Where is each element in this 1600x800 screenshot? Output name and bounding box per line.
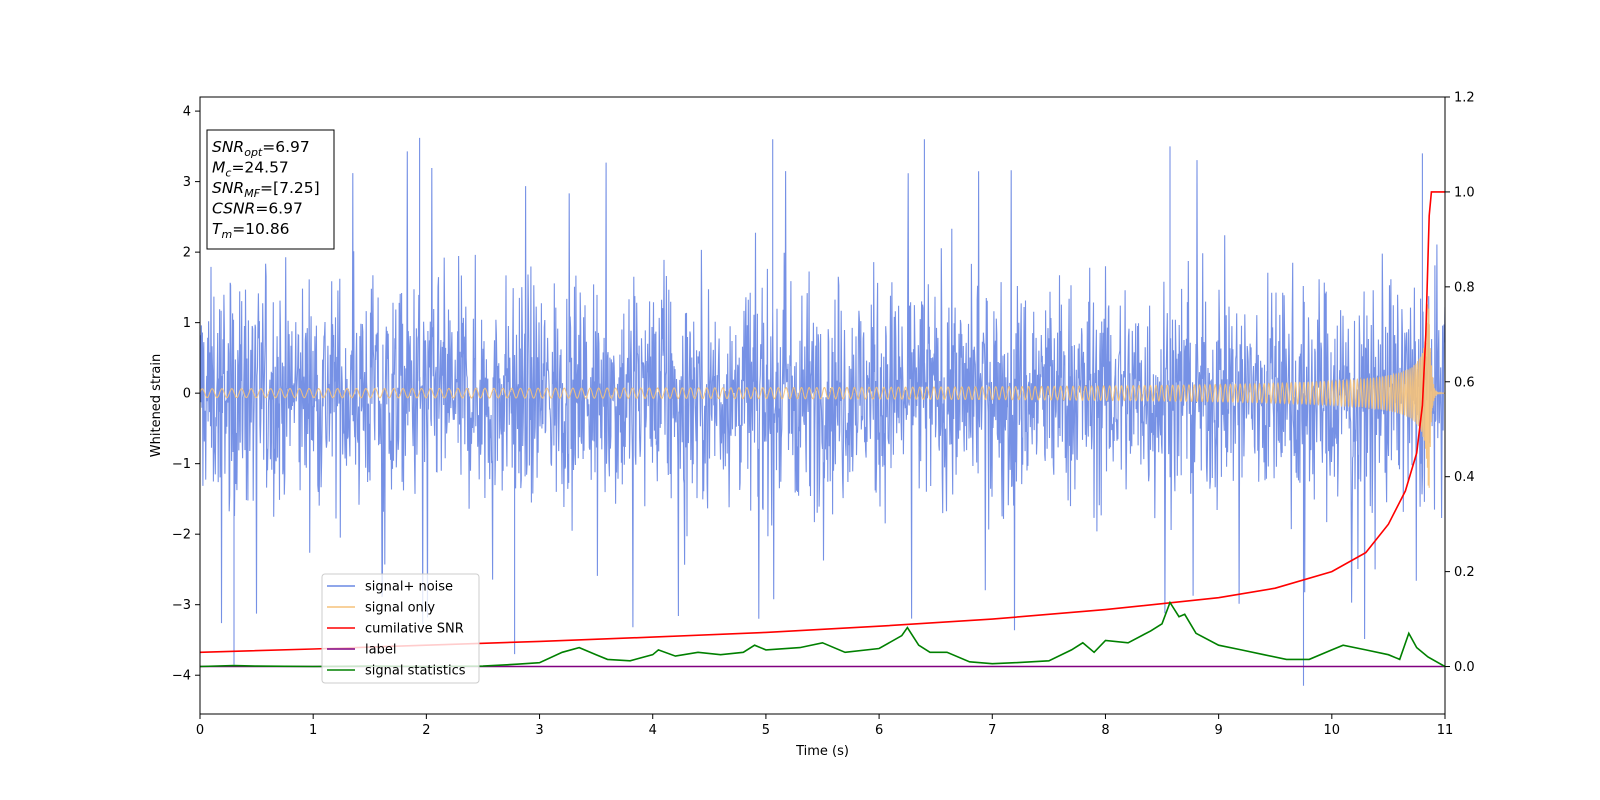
- y-right-tick-label: 0.4: [1454, 470, 1475, 485]
- x-tick-label: 5: [762, 723, 770, 738]
- legend: signal+ noise signal only cumilative SNR la…: [321, 573, 480, 684]
- y-left-tick-label: 4: [183, 105, 191, 120]
- y-left-tick-label: 0: [183, 387, 191, 402]
- y-right-tick-label: 0.0: [1454, 660, 1475, 675]
- legend-entry: cumilative SNR: [365, 622, 464, 637]
- axes: 0 1 2 3 4 5 6 7 8 9 10 11 −4 −3 −2 −1 0 1 2 3 4 0.0 0.2 0.4 0.6 0…: [172, 91, 1475, 739]
- y-right-tick-label: 1.2: [1454, 91, 1475, 106]
- y-left-tick-label: −4: [172, 669, 191, 684]
- x-tick-label: 10: [1324, 723, 1341, 738]
- series-signal-noise-line: [200, 137, 1445, 686]
- y-left-tick-label: 2: [183, 246, 191, 261]
- series-signal-statistics-line: [200, 600, 1445, 668]
- series-signal-only-line: [200, 304, 1445, 488]
- y-right-tick-label: 1.0: [1454, 185, 1475, 200]
- legend-entry: signal only: [365, 601, 435, 616]
- y-left-tick-label: 1: [183, 316, 191, 331]
- legend-frame: [321, 573, 480, 684]
- stats-box-frame: [206, 129, 335, 250]
- x-tick-label: 1: [309, 723, 317, 738]
- y-left-tick-label: −3: [172, 598, 191, 613]
- x-tick-label: 0: [196, 723, 204, 738]
- x-tick-label: 11: [1437, 723, 1454, 738]
- x-tick-label: 2: [422, 723, 430, 738]
- y-left-tick-label: 3: [183, 175, 191, 190]
- stats-line: SNRopt=6.97: [212, 138, 310, 159]
- x-tick-label: 8: [1101, 723, 1109, 738]
- stats-line: CSNR=6.97: [212, 200, 303, 218]
- y-right-tick-label: 0.2: [1454, 565, 1475, 580]
- plot-frame: [199, 96, 1446, 715]
- legend-entry: signal+ noise: [365, 580, 453, 595]
- legend-entry: signal statistics: [365, 664, 466, 679]
- series-cumilative-snr-line: [200, 191, 1445, 654]
- y-axis-label: Whitened strain: [149, 354, 164, 457]
- stats-line: Tm=10.86: [212, 220, 290, 241]
- stats-line: SNRMF=[7.25]: [212, 179, 320, 200]
- x-tick-label: 7: [988, 723, 996, 738]
- x-tick-label: 9: [1214, 723, 1222, 738]
- x-tick-label: 4: [649, 723, 657, 738]
- y-left-tick-label: −1: [172, 457, 191, 472]
- y-right-tick-label: 0.6: [1454, 375, 1475, 390]
- x-tick-label: 6: [875, 723, 883, 738]
- stats-line: Mc=24.57: [212, 159, 289, 180]
- x-tick-label: 3: [535, 723, 543, 738]
- legend-entry: label: [365, 643, 396, 658]
- y-right-tick-label: 0.8: [1454, 280, 1475, 295]
- y-left-tick-label: −2: [172, 528, 191, 543]
- x-axis-label: Time (s): [795, 744, 849, 759]
- stats-box: SNRopt=6.97Mc=24.57SNRMF=[7.25]CSNR=6.97…: [206, 129, 335, 250]
